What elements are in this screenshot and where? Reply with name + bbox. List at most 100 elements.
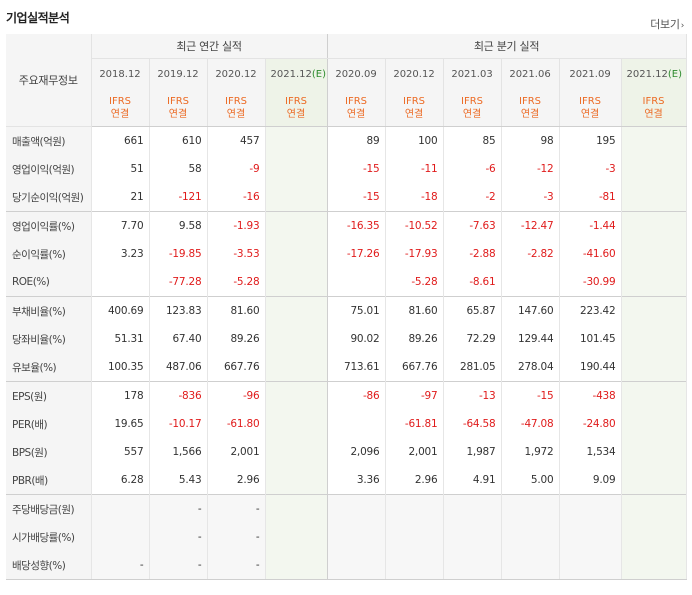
table-cell: -86 bbox=[327, 381, 386, 410]
period-label: 2021.12 bbox=[270, 68, 312, 80]
table-cell bbox=[501, 268, 560, 297]
table-cell bbox=[621, 325, 687, 353]
table-cell: 3.36 bbox=[327, 466, 386, 495]
table-row: 당기순이익(억원) 21 -121 -16 -15 -18 -2 -3 -81 bbox=[6, 183, 687, 212]
period-label: 2021.09 bbox=[569, 68, 611, 80]
ifrs-label: IFRS 연결 bbox=[155, 95, 202, 121]
table-cell: -3 bbox=[559, 155, 622, 183]
table-row: PER(배) 19.65 -10.17 -61.80 -61.81 -64.58 -47.0… bbox=[6, 410, 687, 438]
ifrs-header: IFRS 연결 bbox=[621, 89, 687, 127]
ifrs-bottom: 연결 bbox=[580, 108, 600, 120]
more-link[interactable]: 더보기› bbox=[650, 16, 684, 32]
financial-table: 주요재무정보 최근 연간 실적 최근 분기 실적 2018.12 2019.12 2020… bbox=[6, 34, 687, 580]
ifrs-label: IFRS 연결 bbox=[391, 95, 438, 121]
table-row: 유보율(%) 100.35 487.06 667.76 713.61 667.76 281.… bbox=[6, 353, 687, 382]
table-cell: -15 bbox=[501, 381, 560, 410]
table-cell bbox=[621, 155, 687, 183]
table-row: 배당성향(%) - - - bbox=[6, 551, 687, 580]
table-cell bbox=[265, 155, 328, 183]
table-cell bbox=[327, 410, 386, 438]
table-cell bbox=[385, 523, 444, 551]
table-cell: -30.99 bbox=[559, 268, 622, 297]
table-cell: - bbox=[149, 523, 208, 551]
table-row: 매출액(억원) 661 610 457 89 100 85 98 195 bbox=[6, 126, 687, 155]
estimate-mark: (E) bbox=[667, 68, 682, 80]
table-cell: -64.58 bbox=[443, 410, 502, 438]
table-cell: -2.82 bbox=[501, 240, 560, 268]
table-cell: 223.42 bbox=[559, 296, 622, 325]
table-cell bbox=[621, 494, 687, 523]
table-cell: -11 bbox=[385, 155, 444, 183]
table-cell: -438 bbox=[559, 381, 622, 410]
table-cell: -7.63 bbox=[443, 211, 502, 240]
period-label: 2021.03 bbox=[451, 68, 493, 80]
period-label: 2019.12 bbox=[157, 68, 199, 80]
row-label: PBR(배) bbox=[6, 466, 92, 495]
table-row: EPS(원) 178 -836 -96 -86 -97 -13 -15 -438 bbox=[6, 381, 687, 410]
table-cell bbox=[621, 438, 687, 466]
ifrs-bottom: 연결 bbox=[644, 108, 663, 120]
table-row: ROE(%) -77.28 -5.28 -5.28 -8.61 -30.99 bbox=[6, 268, 687, 297]
ifrs-bottom: 연결 bbox=[462, 108, 482, 120]
table-cell: - bbox=[149, 494, 208, 523]
table-cell bbox=[265, 551, 328, 580]
period-header: 2018.12 bbox=[91, 58, 150, 89]
table-cell bbox=[501, 551, 560, 580]
row-label: 매출액(억원) bbox=[6, 126, 92, 155]
more-label: 더보기 bbox=[650, 18, 680, 31]
row-label: 당기순이익(억원) bbox=[6, 183, 92, 212]
table-cell bbox=[265, 325, 328, 353]
table-cell: 1,566 bbox=[149, 438, 208, 466]
estimate-mark: (E) bbox=[311, 68, 326, 80]
table-cell bbox=[559, 523, 622, 551]
row-label: ROE(%) bbox=[6, 268, 92, 297]
ifrs-top: IFRS bbox=[225, 95, 247, 107]
ifrs-header: IFRS 연결 bbox=[207, 89, 266, 127]
table-row: 당좌비율(%) 51.31 67.40 89.26 90.02 89.26 72.29 129… bbox=[6, 325, 687, 353]
table-cell: 190.44 bbox=[559, 353, 622, 382]
ifrs-bottom: 연결 bbox=[110, 108, 130, 120]
table-cell bbox=[327, 551, 386, 580]
table-cell: 147.60 bbox=[501, 296, 560, 325]
table-cell bbox=[621, 211, 687, 240]
row-label: 주당배당금(원) bbox=[6, 494, 92, 523]
table-cell: -41.60 bbox=[559, 240, 622, 268]
annual-group-header: 최근 연간 실적 bbox=[91, 34, 328, 59]
table-cell: 85 bbox=[443, 126, 502, 155]
table-cell: -3.53 bbox=[207, 240, 266, 268]
row-label: 영업이익률(%) bbox=[6, 211, 92, 240]
table-row: 영업이익률(%) 7.70 9.58 -1.93 -16.35 -10.52 -7.63 -1… bbox=[6, 211, 687, 240]
ifrs-header: IFRS 연결 bbox=[327, 89, 386, 127]
table-cell: -121 bbox=[149, 183, 208, 212]
table-row: 주당배당금(원) - - bbox=[6, 494, 687, 523]
ifrs-row: IFRS 연결 IFRS 연결 IFRS 연결 IFRS 연결 IFRS 연결 IFRS 연결 IFRS… bbox=[6, 89, 687, 127]
table-cell bbox=[385, 551, 444, 580]
table-cell: -18 bbox=[385, 183, 444, 212]
table-cell bbox=[265, 240, 328, 268]
chevron-right-icon: › bbox=[680, 21, 685, 31]
table-cell: 2.96 bbox=[385, 466, 444, 495]
table-cell: -2 bbox=[443, 183, 502, 212]
table-cell: -8.61 bbox=[443, 268, 502, 297]
period-label: 2021.06 bbox=[509, 68, 551, 80]
ifrs-header: IFRS 연결 bbox=[91, 89, 150, 127]
period-header: 2020.12 bbox=[207, 58, 266, 89]
table-cell: -19.85 bbox=[149, 240, 208, 268]
table-cell bbox=[501, 523, 560, 551]
period-header: 2019.12 bbox=[149, 58, 208, 89]
period-header: 2021.12(E) bbox=[265, 58, 328, 89]
ifrs-top: IFRS bbox=[167, 95, 189, 107]
header-group-row: 주요재무정보 최근 연간 실적 최근 분기 실적 bbox=[6, 34, 687, 127]
table-cell: 667.76 bbox=[385, 353, 444, 382]
table-cell bbox=[265, 353, 328, 382]
row-label: 유보율(%) bbox=[6, 353, 92, 382]
table-cell: 90.02 bbox=[327, 325, 386, 353]
table-cell: 4.91 bbox=[443, 466, 502, 495]
table-cell: 2,001 bbox=[207, 438, 266, 466]
table-cell: 67.40 bbox=[149, 325, 208, 353]
row-label: EPS(원) bbox=[6, 381, 92, 410]
table-cell: 89 bbox=[327, 126, 386, 155]
table-cell: 6.28 bbox=[91, 466, 150, 495]
table-cell: -12.47 bbox=[501, 211, 560, 240]
ifrs-label: IFRS 연결 bbox=[565, 95, 616, 121]
